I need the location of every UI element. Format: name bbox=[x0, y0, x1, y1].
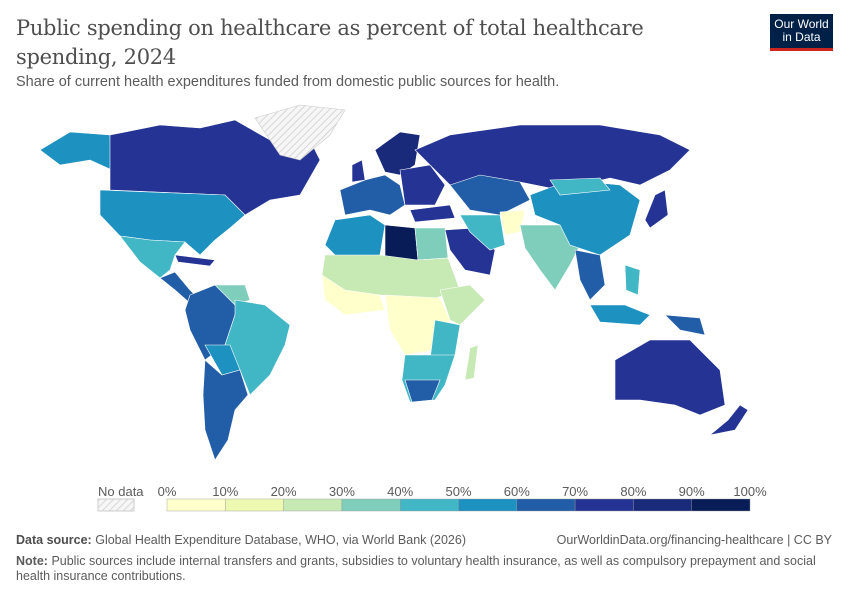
legend-bin[interactable] bbox=[691, 498, 751, 512]
region-horn-africa[interactable] bbox=[439, 284, 486, 326]
chart-subtitle: Share of current health expenditures fun… bbox=[16, 74, 560, 90]
region-europe-west[interactable] bbox=[339, 174, 406, 216]
legend-bin[interactable] bbox=[400, 498, 459, 512]
region-caribbean[interactable] bbox=[174, 254, 216, 267]
region-turkey[interactable] bbox=[409, 204, 456, 223]
legend-tick-label: 80% bbox=[620, 484, 647, 499]
region-madagascar[interactable] bbox=[464, 344, 479, 381]
region-indonesia[interactable] bbox=[589, 304, 651, 326]
source-label: Data source: bbox=[16, 533, 92, 547]
region-iran[interactable] bbox=[459, 214, 506, 251]
region-afghanistan[interactable] bbox=[499, 209, 526, 236]
chart-title: Public spending on healthcare as percent… bbox=[16, 16, 644, 69]
region-png[interactable] bbox=[664, 314, 706, 336]
region-southeast-asia[interactable] bbox=[574, 249, 606, 301]
region-kazakhstan[interactable] bbox=[449, 174, 531, 216]
legend-bin[interactable] bbox=[341, 498, 401, 512]
source-text: Global Health Expenditure Database, WHO,… bbox=[95, 533, 467, 547]
legend-tick-label: 70% bbox=[562, 484, 589, 499]
data-source: Data source: Global Health Expenditure D… bbox=[16, 533, 466, 547]
color-legend: No data 0% 10% 20% 30% 40% 50% 60% 70% 80% 90% 100… bbox=[0, 478, 850, 518]
legend-tick-label: 100% bbox=[733, 484, 767, 499]
region-usa[interactable] bbox=[99, 189, 246, 256]
note-text: Public sources include internal transfer… bbox=[16, 554, 816, 583]
legend-tick-label: 30% bbox=[328, 484, 355, 499]
source-url[interactable]: OurWorldinData.org/financing-healthcare … bbox=[556, 533, 832, 547]
note-label: Note: bbox=[16, 554, 48, 568]
region-brazil[interactable] bbox=[224, 299, 291, 396]
legend-no-data-swatch[interactable] bbox=[97, 498, 135, 512]
region-greenland[interactable] bbox=[254, 104, 346, 161]
region-north-africa-west[interactable] bbox=[324, 214, 386, 261]
legend-tick-label: 10% bbox=[212, 484, 239, 499]
legend-bin[interactable] bbox=[458, 498, 517, 512]
region-egypt[interactable] bbox=[414, 227, 449, 261]
legend-bin[interactable] bbox=[225, 498, 284, 512]
legend-tick-label: 90% bbox=[678, 484, 705, 499]
region-philippines[interactable] bbox=[624, 264, 641, 296]
region-south-africa[interactable] bbox=[404, 379, 441, 403]
legend-tick-label: 50% bbox=[445, 484, 472, 499]
region-alaska[interactable] bbox=[39, 131, 113, 171]
legend-bin[interactable] bbox=[166, 498, 226, 512]
region-mongolia[interactable] bbox=[549, 177, 611, 196]
region-argentina-chile[interactable] bbox=[202, 359, 249, 461]
legend-bar bbox=[97, 498, 751, 512]
region-west-africa[interactable] bbox=[321, 274, 386, 316]
legend-bin[interactable] bbox=[574, 498, 634, 512]
legend-bin[interactable] bbox=[283, 498, 343, 512]
legend-tick-label: 60% bbox=[503, 484, 530, 499]
owid-logo[interactable]: Our World in Data bbox=[770, 14, 833, 51]
region-libya[interactable] bbox=[384, 224, 419, 261]
region-scandinavia[interactable] bbox=[374, 131, 421, 176]
region-new-zealand[interactable] bbox=[709, 404, 749, 436]
legend-tick-label: 0% bbox=[157, 484, 177, 499]
region-uk[interactable] bbox=[351, 159, 366, 183]
region-venezuela[interactable] bbox=[214, 284, 251, 306]
region-australia[interactable] bbox=[614, 339, 726, 416]
legend-bin[interactable] bbox=[516, 498, 576, 512]
legend-bin[interactable] bbox=[633, 498, 692, 512]
footnote: Note: Public sources include internal tr… bbox=[16, 554, 836, 584]
region-mexico[interactable] bbox=[119, 235, 186, 279]
region-europe-east[interactable] bbox=[399, 164, 446, 206]
legend-tick-label: 40% bbox=[387, 484, 414, 499]
legend-tick-label: 20% bbox=[270, 484, 297, 499]
legend-no-data-label: No data bbox=[98, 484, 144, 499]
region-east-africa[interactable] bbox=[429, 319, 461, 361]
region-japan[interactable] bbox=[644, 189, 669, 229]
